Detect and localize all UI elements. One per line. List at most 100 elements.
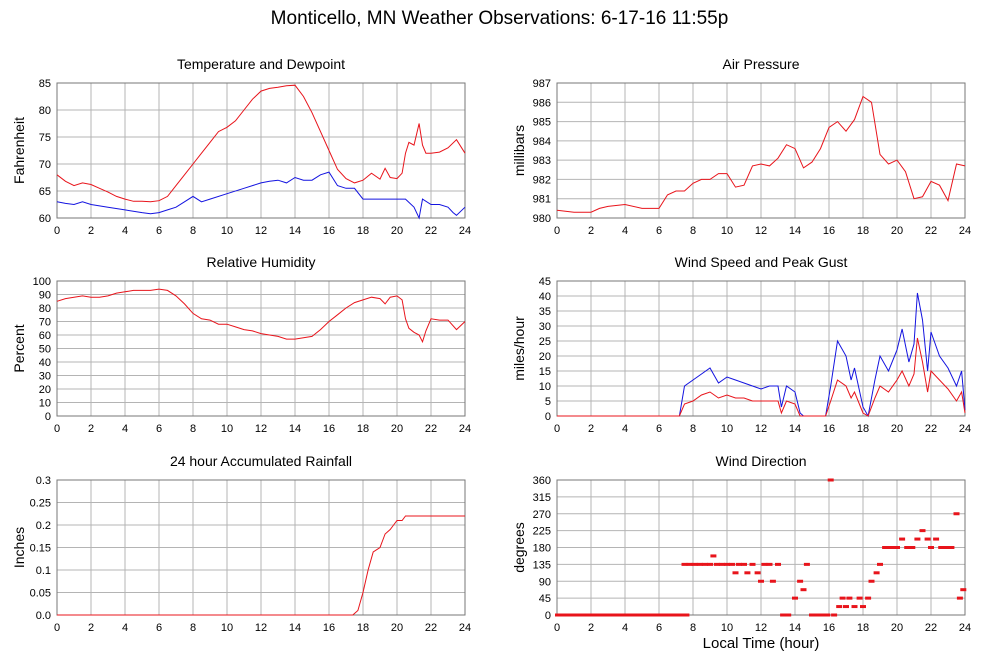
chart-title: 24 hour Accumulated Rainfall bbox=[170, 453, 352, 469]
x-tick-label: 0 bbox=[54, 225, 60, 237]
wind-direction-mark bbox=[865, 596, 872, 600]
wind-direction-mark bbox=[707, 562, 713, 566]
humidity-chart: 0 2 4 6 8 10 12 14 16 18 20 22 240102030405060708090… bbox=[11, 254, 471, 435]
chart-title: Air Pressure bbox=[722, 56, 799, 72]
wind-direction-mark bbox=[713, 562, 720, 566]
y-tick-label: 30 bbox=[39, 371, 51, 383]
y-axis-label: degrees bbox=[511, 522, 527, 573]
series-line-red bbox=[56, 288, 466, 344]
x-tick-label: 14 bbox=[289, 225, 301, 237]
wind-direction-mark bbox=[758, 579, 764, 583]
wind-direction-mark bbox=[856, 596, 863, 600]
wind-direction-mark bbox=[780, 613, 787, 617]
y-tick-label: 85 bbox=[39, 78, 51, 90]
y-tick-label: 982 bbox=[533, 174, 551, 186]
x-tick-label: 2 bbox=[88, 225, 94, 237]
y-tick-label: 0.15 bbox=[30, 543, 51, 555]
x-tick-label: 18 bbox=[857, 423, 869, 435]
x-tick-label: 6 bbox=[656, 622, 662, 634]
wind-direction-mark bbox=[914, 537, 921, 541]
x-tick-label: 0 bbox=[554, 423, 560, 435]
wind-direction-mark bbox=[792, 596, 798, 600]
y-tick-label: 225 bbox=[533, 526, 551, 538]
x-tick-label: 10 bbox=[721, 225, 733, 237]
y-tick-label: 75 bbox=[39, 132, 51, 144]
x-tick-label: 8 bbox=[690, 423, 696, 435]
x-tick-label: 10 bbox=[221, 225, 233, 237]
x-tick-label: 10 bbox=[721, 622, 733, 634]
rainfall-chart: 0 2 4 6 8 10 12 14 16 18 20 22 240.00.050.10.150.20.… bbox=[11, 453, 471, 634]
y-tick-label: 100 bbox=[33, 276, 51, 288]
x-tick-label: 0 bbox=[554, 225, 560, 237]
y-tick-label: 986 bbox=[533, 97, 551, 109]
wind-direction-mark bbox=[797, 579, 804, 583]
x-tick-label: 10 bbox=[721, 423, 733, 435]
plot-frame bbox=[56, 82, 466, 219]
x-tick-label: 22 bbox=[925, 423, 937, 435]
wind-direction-mark bbox=[904, 546, 911, 549]
y-tick-label: 40 bbox=[539, 291, 551, 303]
x-tick-label: 24 bbox=[959, 423, 971, 435]
x-tick-label: 12 bbox=[255, 423, 267, 435]
wind-direction-mark bbox=[846, 596, 853, 600]
y-tick-label: 50 bbox=[39, 344, 51, 356]
wind-direction-mark bbox=[800, 588, 807, 592]
x-tick-label: 16 bbox=[823, 423, 835, 435]
wind-direction-mark bbox=[882, 546, 889, 549]
y-axis-label: Inches bbox=[11, 527, 27, 568]
chart-title: Wind Speed and Peak Gust bbox=[675, 254, 848, 270]
x-tick-label: 18 bbox=[857, 622, 869, 634]
series-line-red bbox=[556, 95, 966, 213]
x-tick-label: 6 bbox=[656, 225, 662, 237]
y-tick-label: 0 bbox=[545, 610, 551, 622]
x-tick-label: 2 bbox=[88, 423, 94, 435]
wind-speed-chart: 0 2 4 6 8 10 12 14 16 18 20 22 24051015202530354045W… bbox=[511, 254, 971, 435]
x-tick-label: 6 bbox=[656, 423, 662, 435]
y-tick-label: 40 bbox=[39, 357, 51, 369]
x-tick-label: 2 bbox=[588, 622, 594, 634]
wind-direction-mark bbox=[851, 605, 858, 609]
wind-direction-mark bbox=[909, 546, 916, 549]
x-tick-label: 14 bbox=[289, 423, 301, 435]
x-tick-label: 14 bbox=[789, 622, 801, 634]
wind-direction-mark bbox=[933, 537, 940, 541]
x-tick-label: 18 bbox=[857, 225, 869, 237]
pressure-chart: 0 2 4 6 8 10 12 14 16 18 20 22 249809819829839849859… bbox=[511, 56, 971, 237]
x-tick-label: 16 bbox=[323, 622, 335, 634]
wind-direction-mark bbox=[729, 562, 736, 566]
x-tick-label: 8 bbox=[690, 225, 696, 237]
wind-direction-mark bbox=[732, 571, 739, 575]
x-tick-label: 20 bbox=[391, 423, 403, 435]
wind-direction-mark bbox=[677, 613, 690, 617]
series-line-blue bbox=[557, 292, 966, 418]
x-tick-label: 20 bbox=[891, 225, 903, 237]
y-tick-label: 135 bbox=[533, 559, 551, 571]
y-tick-label: 0.2 bbox=[36, 520, 51, 532]
x-tick-label: 2 bbox=[588, 423, 594, 435]
y-tick-label: 0 bbox=[545, 411, 551, 423]
x-tick-label: 24 bbox=[959, 622, 971, 634]
y-axis-label: Fahrenheit bbox=[11, 117, 27, 184]
y-tick-label: 315 bbox=[533, 492, 551, 504]
wind-direction-mark bbox=[718, 562, 725, 566]
wind-direction-mark bbox=[824, 613, 831, 617]
wind-direction-mark bbox=[860, 605, 866, 609]
y-tick-label: 80 bbox=[39, 303, 51, 315]
x-tick-label: 24 bbox=[459, 622, 471, 634]
y-tick-label: 0.1 bbox=[36, 565, 51, 577]
wind-direction-mark bbox=[943, 546, 950, 549]
x-tick-label: 8 bbox=[190, 423, 196, 435]
temperature-chart: 0 2 4 6 8 10 12 14 16 18 20 22 24606570758085Tempera… bbox=[11, 56, 471, 237]
wind-direction-mark bbox=[868, 579, 875, 583]
y-tick-label: 985 bbox=[533, 117, 551, 129]
wind-direction-mark bbox=[890, 546, 897, 549]
wind-direction-mark bbox=[749, 562, 756, 566]
wind-direction-mark bbox=[741, 562, 747, 566]
x-tick-label: 4 bbox=[622, 423, 628, 435]
wind-direction-mark bbox=[761, 562, 768, 566]
wind-direction-mark bbox=[843, 605, 849, 609]
wind-direction-mark bbox=[831, 613, 838, 617]
x-tick-label: 22 bbox=[425, 225, 437, 237]
wind-direction-mark bbox=[775, 562, 781, 566]
